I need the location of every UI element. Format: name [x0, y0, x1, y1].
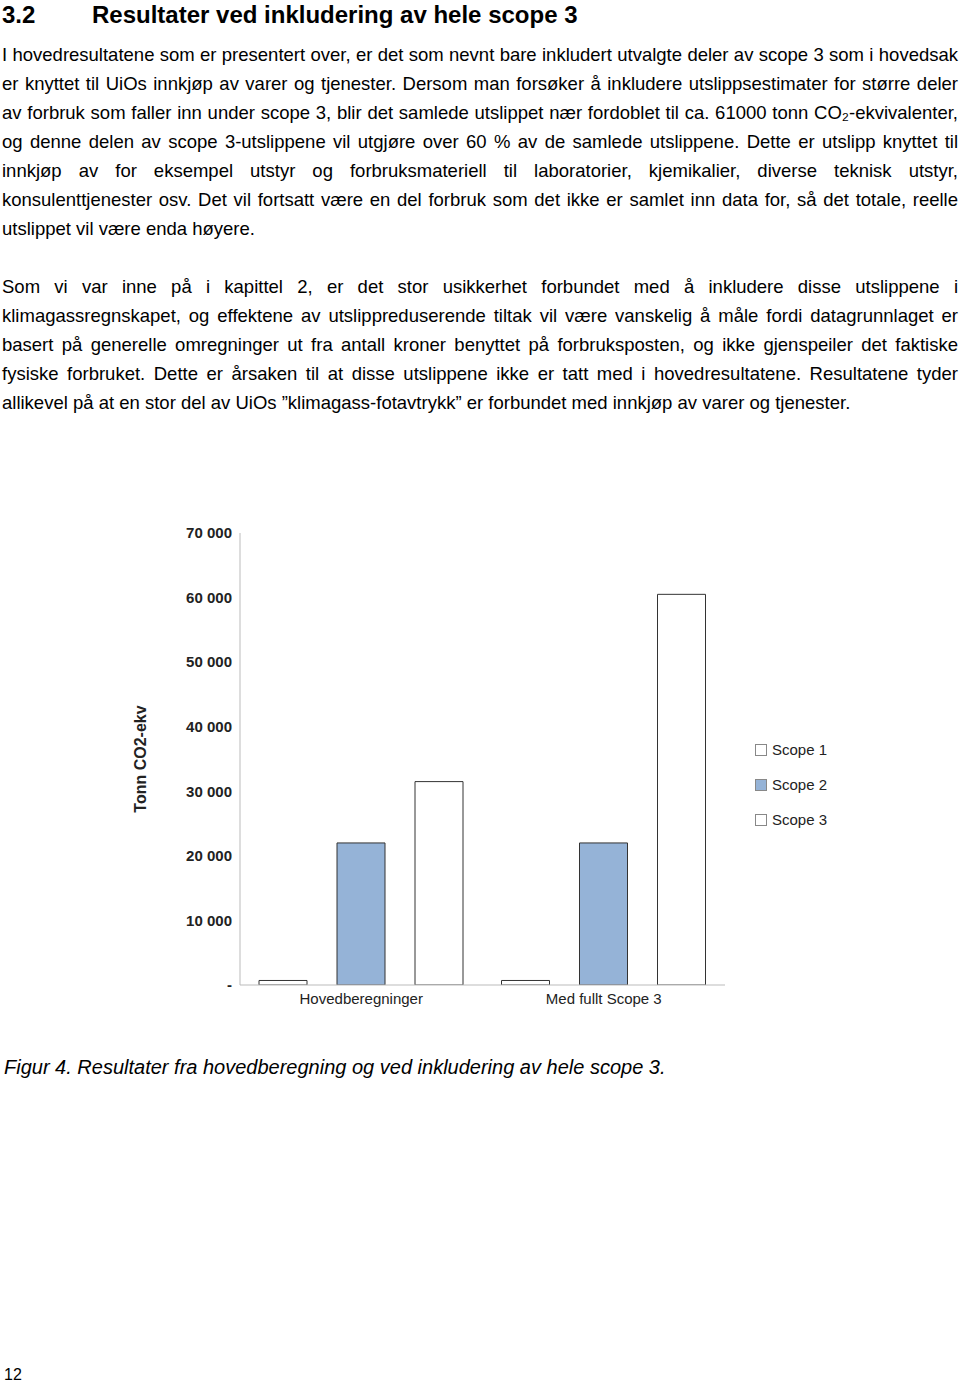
svg-text:10 000: 10 000 [186, 912, 232, 929]
html-text:Scope 3: Scope 3 [772, 811, 827, 828]
svg-text:Med fullt Scope 3: Med fullt Scope 3 [546, 990, 662, 1007]
svg-text:Tonn CO2-ekv: Tonn CO2-ekv [132, 705, 149, 812]
html-text:12: 12 [4, 1366, 22, 1383]
html-text:Figur 4. Resultater fra hovedb: Figur 4. Resultater fra hovedberegning o… [4, 1056, 666, 1078]
svg-text:Hovedberegninger: Hovedberegninger [300, 990, 423, 1007]
svg-text:20 000: 20 000 [186, 847, 232, 864]
svg-text:30 000: 30 000 [186, 783, 232, 800]
svg-text:70 000: 70 000 [186, 524, 232, 541]
svg-text:60 000: 60 000 [186, 589, 232, 606]
svg-text:50 000: 50 000 [186, 653, 232, 670]
html-text:Scope 2: Scope 2 [772, 776, 827, 793]
svg-text:40 000: 40 000 [186, 718, 232, 735]
html-text:I hovedresultatene som er pres: I hovedresultatene som er presentert ove… [2, 44, 958, 239]
svg-text:-: - [227, 976, 232, 993]
html-text:Resultater ved inkludering av: Resultater ved inkludering av hele scope… [92, 1, 578, 28]
html-text:Scope 1: Scope 1 [772, 741, 827, 758]
html-text:Som vi var inne på i kapittel: Som vi var inne på i kapittel 2, er det … [2, 276, 958, 413]
html-text:3.2: 3.2 [2, 1, 36, 28]
